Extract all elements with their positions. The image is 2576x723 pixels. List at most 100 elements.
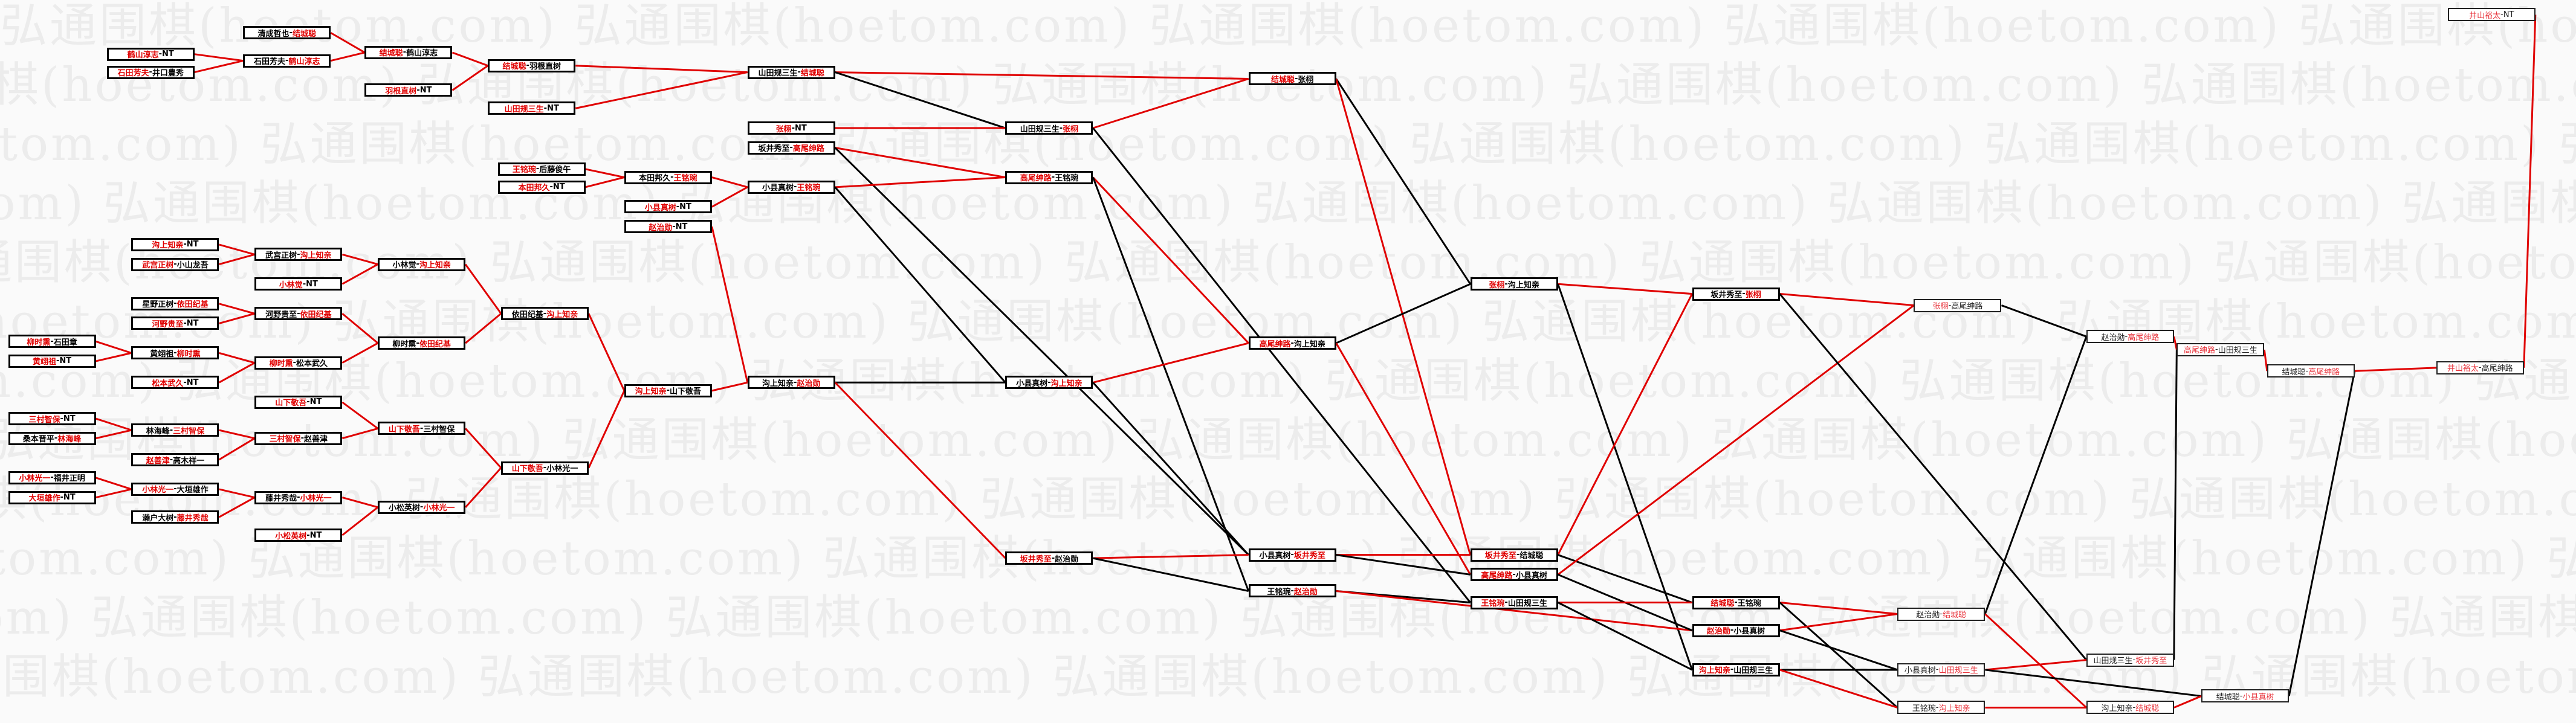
player-left: 王铭琬 [1912, 704, 1936, 713]
winner-path-line [835, 147, 1006, 179]
match-box: 星野正树 - 依田纪基 [131, 297, 219, 310]
separator: - [2132, 702, 2136, 712]
separator: - [1516, 550, 1520, 560]
winner-path-line [1335, 79, 1472, 556]
separator: - [285, 56, 289, 66]
match-box: 柳时熏 - 依田纪基 [378, 336, 466, 350]
match-box: 赵善津 - 高木祥一 [131, 453, 219, 467]
winner-path-line [330, 51, 365, 62]
winner-path-line [1093, 554, 1249, 559]
loser-path-line [2001, 304, 2087, 338]
match-box: 小县真树 - NT [624, 200, 712, 214]
player-right: 沟上知亲 [546, 310, 578, 320]
player-right: 小县真树 [1733, 627, 1765, 637]
player-left: 小松英树 [388, 504, 420, 513]
player-right: 沟上知亲 [1938, 704, 1970, 713]
player-left: 濑户大树 [142, 513, 174, 523]
separator: - [169, 425, 173, 435]
match-box: 小松英树 - 小林光一 [378, 500, 466, 514]
player-left: 河野贵至 [265, 310, 297, 320]
winner-path-line [585, 168, 625, 179]
match-box: 张栩 - 高尾绅路 [1914, 298, 2002, 312]
separator: - [526, 61, 529, 71]
winner-path-line [219, 352, 255, 364]
match-box: 林海峰 - 三村智保 [131, 423, 219, 437]
player-left: 山下敬吾 [388, 425, 420, 434]
winner-path-line [219, 429, 255, 440]
winner-path-line [1779, 293, 1914, 307]
player-left: 柳时熏 [27, 338, 51, 347]
player-left: 小县真树 [1016, 379, 1048, 388]
winner-path-line [711, 226, 749, 383]
separator: - [1742, 289, 1746, 299]
player-left: 坂井秀至 [1484, 551, 1516, 561]
separator: - [1734, 598, 1738, 607]
match-box: 高尾绅路 - 王铭琬 [1005, 170, 1093, 184]
separator: - [293, 358, 296, 368]
separator: - [543, 309, 547, 318]
player-right: 三村智保 [423, 425, 455, 434]
player-right: NT [63, 414, 76, 423]
separator: - [306, 397, 310, 407]
player-left: 藤井秀哉 [265, 494, 297, 504]
player-right: 结城聪 [1519, 551, 1544, 561]
separator: - [1730, 665, 1734, 675]
winner-path-line [1558, 283, 1692, 295]
match-box: 张栩 - 沟上知亲 [1470, 277, 1558, 291]
player-left: 结城聪 [1270, 75, 1295, 85]
winner-path-line [1093, 342, 1249, 384]
player-right: 沟上知亲 [1050, 379, 1083, 388]
winner-path-line [835, 71, 1249, 80]
player-right: NT [63, 493, 76, 503]
player-right: 依田纪基 [300, 310, 332, 320]
match-box: 王铭琬 - 山田规三生 [1470, 596, 1558, 609]
loser-path-line [1558, 554, 1693, 603]
separator: - [149, 68, 152, 77]
player-left: 鹤山淳志 [127, 51, 159, 60]
player-right: 井口豊秀 [152, 69, 184, 79]
player-left: 小县真树 [762, 184, 794, 193]
player-left: 星野正树 [142, 300, 174, 310]
winner-path-line [587, 390, 626, 469]
separator: - [1504, 279, 1508, 289]
match-box: 张栩 - NT [747, 121, 835, 135]
match-box: 依田纪基 - 沟上知亲 [500, 307, 589, 321]
separator: - [672, 222, 676, 231]
player-left: 柳时熏 [269, 359, 293, 369]
winner-path-line [2523, 14, 2537, 368]
winner-path-line [1985, 659, 2087, 671]
separator: - [1294, 74, 1298, 83]
separator: - [419, 423, 424, 433]
separator: - [543, 103, 548, 113]
winner-path-line [2263, 349, 2268, 371]
winner-path-line [711, 186, 748, 208]
winner-path-line [465, 312, 502, 344]
match-box: 坂井秀至 - 高尾绅路 [747, 141, 835, 155]
player-right: NT [547, 103, 559, 113]
loser-path-line [1336, 554, 1471, 576]
player-right: 后藤俊午 [539, 165, 571, 175]
player-left: 结城聪 [502, 62, 526, 72]
separator: - [791, 123, 795, 133]
player-right: 松本武久 [296, 359, 328, 369]
winner-path-line [1557, 304, 1915, 576]
winner-path-line [95, 477, 132, 490]
player-left: 高尾绅路 [2183, 346, 2215, 356]
player-right: 高尾绅路 [792, 144, 824, 154]
loser-path-line [1985, 669, 2202, 697]
player-right: 结城聪 [2135, 704, 2160, 713]
separator: - [1940, 609, 1943, 619]
player-left: 山下敬吾 [275, 399, 307, 408]
match-box: 坂井秀至 - 赵治勋 [1005, 551, 1093, 565]
separator: - [1512, 570, 1516, 579]
match-box: 三村智保 - NT [8, 412, 96, 426]
winner-path-line [1092, 78, 1249, 129]
winner-path-line [834, 382, 1006, 559]
player-left: 张栩 [1932, 302, 1949, 312]
winner-path-line [1557, 293, 1693, 556]
winner-path-line [1779, 669, 1898, 709]
match-box: 沟上知亲 - 结城聪 [2086, 701, 2174, 715]
player-left: 本田邦久 [518, 184, 550, 193]
separator: - [666, 386, 670, 396]
loser-path-line [1336, 283, 1471, 344]
